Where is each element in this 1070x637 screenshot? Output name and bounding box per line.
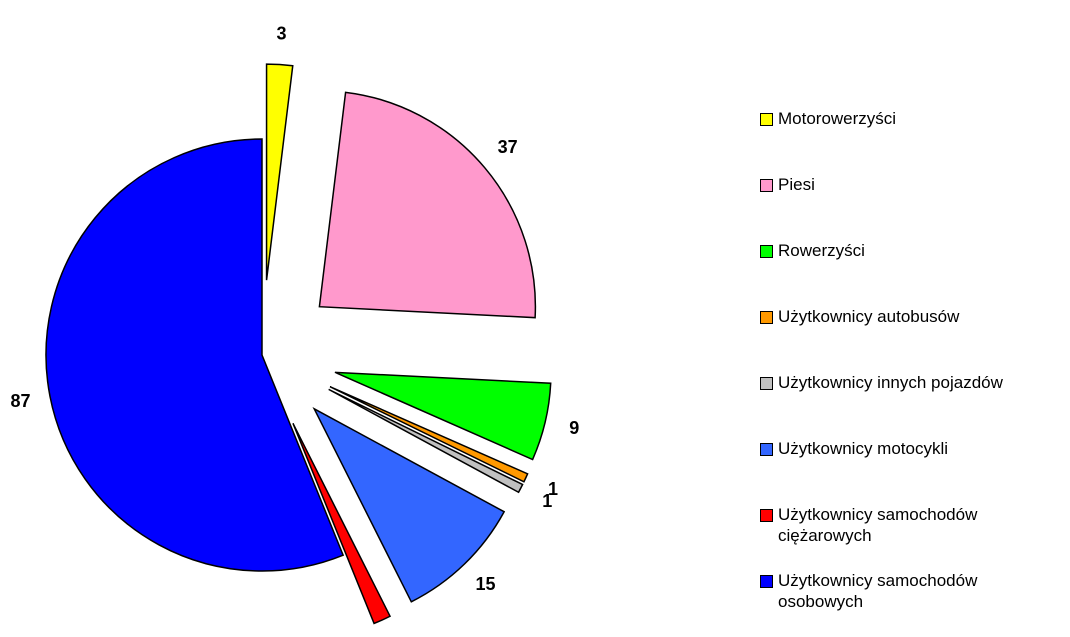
- legend-label: Piesi: [778, 175, 815, 194]
- data-label: 37: [498, 137, 518, 157]
- legend-item: Użytkownicy samochodów ciężarowych: [760, 504, 1050, 546]
- data-label: 3: [276, 23, 286, 43]
- pie-slice: [334, 371, 552, 461]
- legend-item: Rowerzyści: [760, 240, 1050, 261]
- legend-item: Użytkownicy samochodów osobowych: [760, 570, 1050, 612]
- legend-swatch: [760, 245, 773, 258]
- pie-slice: [265, 63, 294, 281]
- pie-slice: [45, 138, 345, 572]
- legend-swatch: [760, 377, 773, 390]
- pie-slice: [329, 385, 529, 483]
- legend-swatch: [760, 575, 773, 588]
- legend-item: Użytkownicy motocykli: [760, 438, 1050, 459]
- legend-label: Użytkownicy innych pojazdów: [778, 373, 1003, 392]
- pie-slice: [328, 388, 524, 494]
- legend-item: Motorowerzyści: [760, 108, 1050, 129]
- legend-item: Piesi: [760, 174, 1050, 195]
- legend-swatch: [760, 443, 773, 456]
- legend-item: Użytkownicy autobusów: [760, 306, 1050, 327]
- legend-label: Użytkownicy motocykli: [778, 439, 949, 458]
- legend-label: Rowerzyści: [778, 241, 865, 260]
- data-label: 1: [548, 479, 558, 499]
- legend-swatch: [760, 509, 773, 522]
- legend-swatch: [760, 311, 773, 324]
- legend-item: Użytkownicy innych pojazdów: [760, 372, 1050, 393]
- legend-swatch: [760, 113, 773, 126]
- legend-label: Użytkownicy autobusów: [778, 307, 960, 326]
- data-label: 1: [542, 491, 552, 511]
- legend-swatch: [760, 179, 773, 192]
- pie-slice: [318, 91, 537, 319]
- data-label: 9: [569, 418, 579, 438]
- data-label: 15: [475, 574, 495, 594]
- data-label: 87: [11, 391, 31, 411]
- pie-slice: [312, 407, 506, 603]
- legend-label: Użytkownicy samochodów ciężarowych: [778, 505, 978, 545]
- pie-chart: 33791115287: [11, 23, 580, 637]
- pie-slice: [292, 422, 392, 625]
- legend-label: Użytkownicy samochodów osobowych: [778, 571, 978, 611]
- legend-label: Motorowerzyści: [778, 109, 897, 128]
